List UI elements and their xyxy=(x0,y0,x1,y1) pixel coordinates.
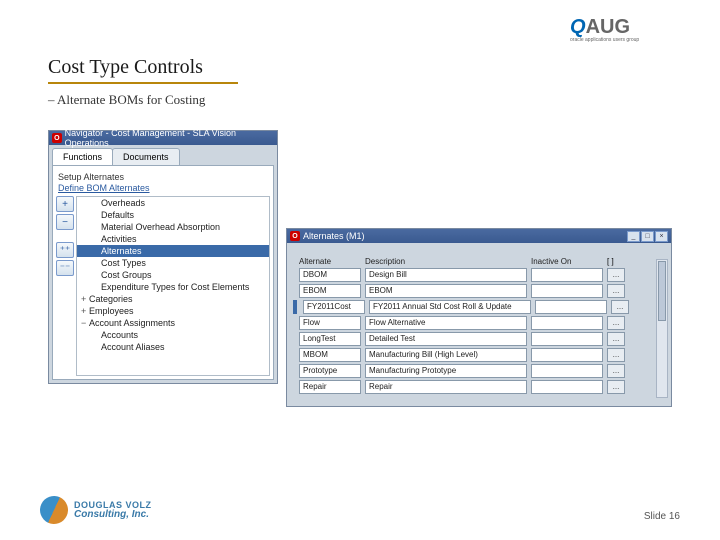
slide-title: Cost Type Controls xyxy=(48,56,203,79)
table-row[interactable]: FY2011Cost FY2011 Annual Std Cost Roll & … xyxy=(293,300,665,314)
cell-alternate[interactable]: Prototype xyxy=(299,364,361,378)
tree-item[interactable]: Alternates xyxy=(77,245,269,257)
cell-alternate[interactable]: FY2011Cost xyxy=(303,300,365,314)
flex-button[interactable]: … xyxy=(607,348,625,362)
douglas-volz-logo: DOUGLAS VOLZ Consulting, Inc. xyxy=(40,496,152,524)
cell-alternate[interactable]: Repair xyxy=(299,380,361,394)
alternates-body: Alternate Description Inactive On [ ] DB… xyxy=(287,243,671,406)
tree-item[interactable]: Accounts xyxy=(77,329,269,341)
maximize-button[interactable]: □ xyxy=(641,231,654,242)
cell-description[interactable]: EBOM xyxy=(365,284,527,298)
collapse-button[interactable]: − xyxy=(56,214,74,230)
scrollbar-thumb[interactable] xyxy=(658,261,666,321)
nav-section-label: Setup Alternates xyxy=(58,172,270,182)
flex-button[interactable]: … xyxy=(607,268,625,282)
navigator-body: Setup Alternates Define BOM Alternates +… xyxy=(52,165,274,380)
table-row[interactable]: DBOM Design Bill … xyxy=(293,268,665,282)
slide-number: Slide 16 xyxy=(644,511,680,522)
alternates-title: Alternates (M1) xyxy=(303,231,365,241)
table-row[interactable]: EBOM EBOM … xyxy=(293,284,665,298)
close-button[interactable]: × xyxy=(655,231,668,242)
collapse-all-button[interactable]: ⁻⁻ xyxy=(56,260,74,276)
cell-alternate[interactable]: Flow xyxy=(299,316,361,330)
tree-item[interactable]: Overheads xyxy=(77,197,269,209)
tree-item[interactable]: Cost Groups xyxy=(77,269,269,281)
oracle-icon: O xyxy=(52,133,62,143)
slide-subtitle: – Alternate BOMs for Costing xyxy=(48,92,205,108)
tab-functions[interactable]: Functions xyxy=(52,148,113,165)
douglas-line2: Consulting, Inc. xyxy=(74,510,152,520)
cell-alternate[interactable]: MBOM xyxy=(299,348,361,362)
navigator-titlebar[interactable]: O Navigator - Cost Management - SLA Visi… xyxy=(49,131,277,145)
oaug-tagline: oracle applications users group xyxy=(570,37,680,43)
table-row[interactable]: MBOM Manufacturing Bill (High Level) … xyxy=(293,348,665,362)
tree-item[interactable]: Cost Types xyxy=(77,257,269,269)
flex-button[interactable]: … xyxy=(607,316,625,330)
cell-inactive-on[interactable] xyxy=(531,316,603,330)
cell-inactive-on[interactable] xyxy=(531,348,603,362)
oaug-q-icon: Q xyxy=(570,16,586,38)
cell-alternate[interactable]: LongTest xyxy=(299,332,361,346)
header-inactive-on: Inactive On xyxy=(531,257,603,266)
cell-description[interactable]: Manufacturing Prototype xyxy=(365,364,527,378)
alternates-window: O Alternates (M1) _ □ × Alternate Descri… xyxy=(286,228,672,407)
swoosh-icon xyxy=(36,492,72,528)
flex-button[interactable]: … xyxy=(607,364,625,378)
cell-description[interactable]: Repair xyxy=(365,380,527,394)
tree-item[interactable]: +Employees xyxy=(77,305,269,317)
vertical-scrollbar[interactable] xyxy=(656,259,668,398)
row-indicator xyxy=(293,300,297,314)
alternates-titlebar[interactable]: O Alternates (M1) _ □ × xyxy=(287,229,671,243)
table-row[interactable]: Repair Repair … xyxy=(293,380,665,394)
cell-inactive-on[interactable] xyxy=(531,380,603,394)
define-bom-link[interactable]: Define BOM Alternates xyxy=(58,183,270,193)
tree-item[interactable]: Account Aliases xyxy=(77,341,269,353)
tree-item[interactable]: +Categories xyxy=(77,293,269,305)
navigator-tabs: Functions Documents xyxy=(49,145,277,165)
cell-inactive-on[interactable] xyxy=(531,364,603,378)
header-flex: [ ] xyxy=(607,257,625,266)
navigator-window: O Navigator - Cost Management - SLA Visi… xyxy=(48,130,278,384)
tab-documents[interactable]: Documents xyxy=(112,148,180,165)
navigator-title: Navigator - Cost Management - SLA Vision… xyxy=(65,128,274,148)
tree-item[interactable]: Defaults xyxy=(77,209,269,221)
table-row[interactable]: LongTest Detailed Test … xyxy=(293,332,665,346)
cell-description[interactable]: Design Bill xyxy=(365,268,527,282)
tree-item[interactable]: −Account Assignments xyxy=(77,317,269,329)
minimize-button[interactable]: _ xyxy=(627,231,640,242)
alternates-headers: Alternate Description Inactive On [ ] xyxy=(293,257,665,266)
cell-inactive-on[interactable] xyxy=(535,300,607,314)
title-underline xyxy=(48,82,238,84)
cell-inactive-on[interactable] xyxy=(531,332,603,346)
cell-description[interactable]: Flow Alternative xyxy=(365,316,527,330)
table-row[interactable]: Prototype Manufacturing Prototype … xyxy=(293,364,665,378)
oracle-icon: O xyxy=(290,231,300,241)
header-alternate: Alternate xyxy=(299,257,361,266)
cell-description[interactable]: FY2011 Annual Std Cost Roll & Update xyxy=(369,300,531,314)
flex-button[interactable]: … xyxy=(607,332,625,346)
flex-button[interactable]: … xyxy=(607,284,625,298)
nav-tree[interactable]: OverheadsDefaultsMaterial Overhead Absor… xyxy=(76,196,270,376)
cell-alternate[interactable]: EBOM xyxy=(299,284,361,298)
tree-item[interactable]: Activities xyxy=(77,233,269,245)
tree-item[interactable]: Expenditure Types for Cost Elements xyxy=(77,281,269,293)
flex-button[interactable]: … xyxy=(607,380,625,394)
table-row[interactable]: Flow Flow Alternative … xyxy=(293,316,665,330)
nav-button-stack: + − ⁺⁺ ⁻⁻ xyxy=(56,196,74,376)
flex-button[interactable]: … xyxy=(611,300,629,314)
cell-inactive-on[interactable] xyxy=(531,284,603,298)
oaug-logo: QAUG oracle applications users group xyxy=(570,16,680,46)
cell-inactive-on[interactable] xyxy=(531,268,603,282)
expand-all-button[interactable]: ⁺⁺ xyxy=(56,242,74,258)
cell-description[interactable]: Manufacturing Bill (High Level) xyxy=(365,348,527,362)
oaug-aug-text: AUG xyxy=(586,16,630,38)
tree-item[interactable]: Material Overhead Absorption xyxy=(77,221,269,233)
cell-alternate[interactable]: DBOM xyxy=(299,268,361,282)
cell-description[interactable]: Detailed Test xyxy=(365,332,527,346)
expand-button[interactable]: + xyxy=(56,196,74,212)
header-description: Description xyxy=(365,257,527,266)
